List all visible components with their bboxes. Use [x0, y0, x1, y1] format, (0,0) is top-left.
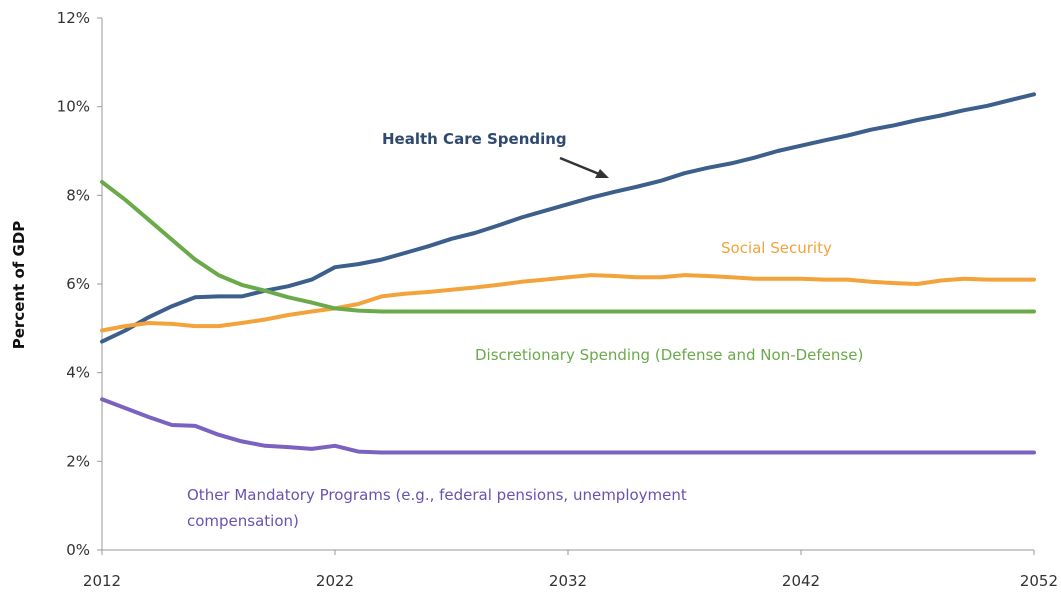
- y-tick-label: 2%: [66, 452, 90, 470]
- y-tick-label: 6%: [66, 275, 90, 293]
- annotation-other-mandatory-line2: compensation): [187, 512, 299, 530]
- y-tick-label: 10%: [57, 98, 90, 116]
- x-tick-labels: 2012 2022 2032 2042 2052: [83, 550, 1058, 590]
- y-tick-label: 8%: [66, 186, 90, 204]
- y-axis-label: Percent of GDP: [10, 221, 28, 350]
- annotation-other-mandatory-line1: Other Mandatory Programs (e.g., federal …: [187, 486, 687, 504]
- series-lines: [100, 92, 1036, 455]
- x-tick-label: 2052: [1020, 572, 1058, 590]
- y-tick-label: 4%: [66, 364, 90, 382]
- x-tick-label: 2022: [316, 572, 354, 590]
- annotation-discretionary: Discretionary Spending (Defense and Non-…: [475, 346, 863, 364]
- y-tick-label: 12%: [57, 9, 90, 27]
- y-tick-labels: 0% 2% 4% 6% 8% 10% 12%: [57, 9, 102, 559]
- annotation-social-security: Social Security: [721, 239, 832, 257]
- x-tick-label: 2032: [549, 572, 587, 590]
- y-tick-label: 0%: [66, 541, 90, 559]
- x-tick-label: 2042: [782, 572, 820, 590]
- annotation-health-care: Health Care Spending: [382, 130, 567, 148]
- series-line-1: [100, 92, 1036, 344]
- series-line-3: [100, 180, 1036, 314]
- annotation-arrow-icon: [559, 156, 609, 178]
- x-tick-label: 2012: [83, 572, 121, 590]
- series-line-4: [100, 397, 1036, 455]
- series-line-2: [100, 273, 1036, 333]
